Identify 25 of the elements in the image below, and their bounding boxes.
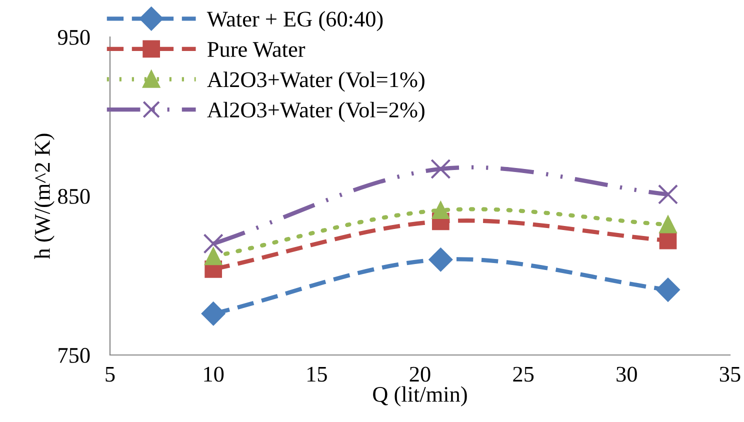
point: [430, 158, 451, 180]
point: [201, 302, 226, 326]
point: [656, 278, 680, 302]
legend-label: Al2O3+Water (Vol=1%): [207, 72, 424, 92]
point: [658, 184, 678, 204]
y-tick-label: 850: [58, 188, 90, 204]
y-tick-label: 750: [58, 348, 90, 363]
point: [432, 202, 450, 219]
x-tick-label: 25: [513, 366, 534, 382]
legend-label: Pure Water: [208, 42, 306, 58]
point: [659, 216, 677, 234]
y-tick-label: 950: [58, 30, 90, 45]
point: [428, 248, 453, 272]
x-tick-label: 20: [410, 366, 430, 382]
x-axis-title: Q (lit/min): [373, 386, 467, 406]
legend-label: Al2O3+Water (Vol=2%): [207, 102, 424, 122]
legend-label: Water + EG (60:40): [206, 11, 383, 32]
x-tick-label: 35: [720, 366, 740, 382]
x-tick-label: 10: [204, 366, 224, 382]
x-tick-label: 15: [308, 366, 327, 382]
y-axis-title: h (W/(m^2 K): [34, 134, 54, 259]
x-tick-label: 5: [106, 366, 115, 382]
point: [203, 234, 224, 254]
point: [204, 248, 222, 266]
x-tick-label: 30: [616, 366, 637, 382]
